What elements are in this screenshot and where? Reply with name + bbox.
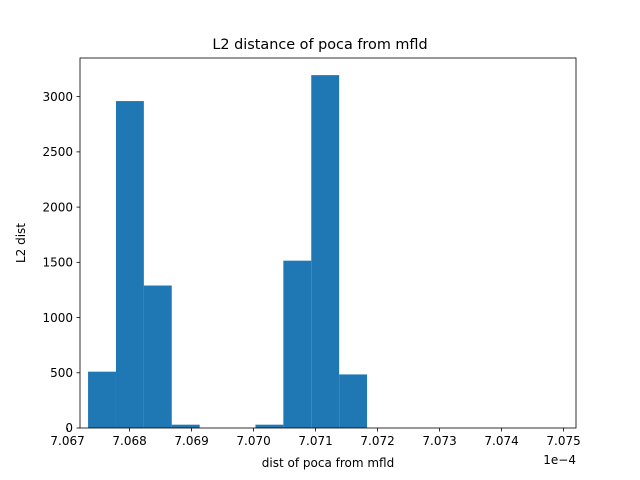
histogram-bar bbox=[311, 75, 340, 429]
x-axis-ticks: 7.067 7.068 7.069 7.070 7.071 7.072 7.073 7.074… bbox=[50, 428, 581, 448]
x-tick-label: 7.071 bbox=[298, 434, 332, 448]
x-axis-offset-text: 1e−4 bbox=[543, 453, 576, 467]
x-tick-label: 7.073 bbox=[422, 434, 456, 448]
bars-group bbox=[88, 75, 368, 429]
x-tick-label: 7.075 bbox=[546, 434, 580, 448]
x-tick-label: 7.070 bbox=[236, 434, 270, 448]
y-tick-label: 1500 bbox=[42, 256, 73, 270]
histogram-bar bbox=[339, 374, 368, 428]
x-tick-label: 7.072 bbox=[360, 434, 394, 448]
y-tick-label: 2500 bbox=[42, 145, 73, 159]
histogram-bar bbox=[171, 424, 200, 428]
y-tick-label: 3000 bbox=[42, 90, 73, 104]
chart-title: L2 distance of poca from mfld bbox=[212, 37, 427, 53]
y-tick-label: 1000 bbox=[42, 311, 73, 325]
histogram-bar bbox=[143, 285, 172, 428]
y-tick-label: 0 bbox=[65, 421, 73, 435]
histogram-bar bbox=[255, 424, 284, 428]
y-axis-ticks: 0 500 1000 1500 2000 2500 3000 bbox=[42, 90, 80, 435]
histogram-bar bbox=[115, 101, 144, 429]
x-axis-label: dist of poca from mfld bbox=[262, 456, 394, 470]
y-tick-label: 500 bbox=[50, 366, 73, 380]
y-axis-label: L2 dist bbox=[14, 223, 28, 263]
histogram-bar bbox=[283, 260, 312, 428]
x-tick-label: 7.067 bbox=[50, 434, 84, 448]
histogram-bar bbox=[88, 371, 116, 428]
x-tick-label: 7.074 bbox=[484, 434, 518, 448]
x-tick-label: 7.068 bbox=[112, 434, 146, 448]
plot-frame bbox=[79, 57, 577, 429]
y-tick-label: 2000 bbox=[42, 200, 73, 214]
x-tick-label: 7.069 bbox=[174, 434, 208, 448]
